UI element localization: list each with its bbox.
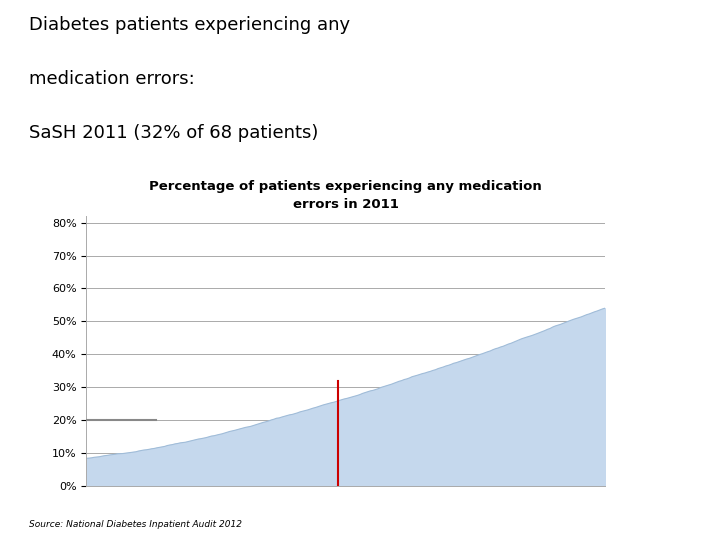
Text: medication errors:: medication errors:	[29, 70, 194, 88]
Text: Source: National Diabetes Inpatient Audit 2012: Source: National Diabetes Inpatient Audi…	[29, 520, 242, 529]
Title: Percentage of patients experiencing any medication
errors in 2011: Percentage of patients experiencing any …	[149, 180, 542, 211]
Text: Diabetes patients experiencing any: Diabetes patients experiencing any	[29, 16, 350, 34]
Text: SaSH 2011 (32% of 68 patients): SaSH 2011 (32% of 68 patients)	[29, 124, 318, 142]
